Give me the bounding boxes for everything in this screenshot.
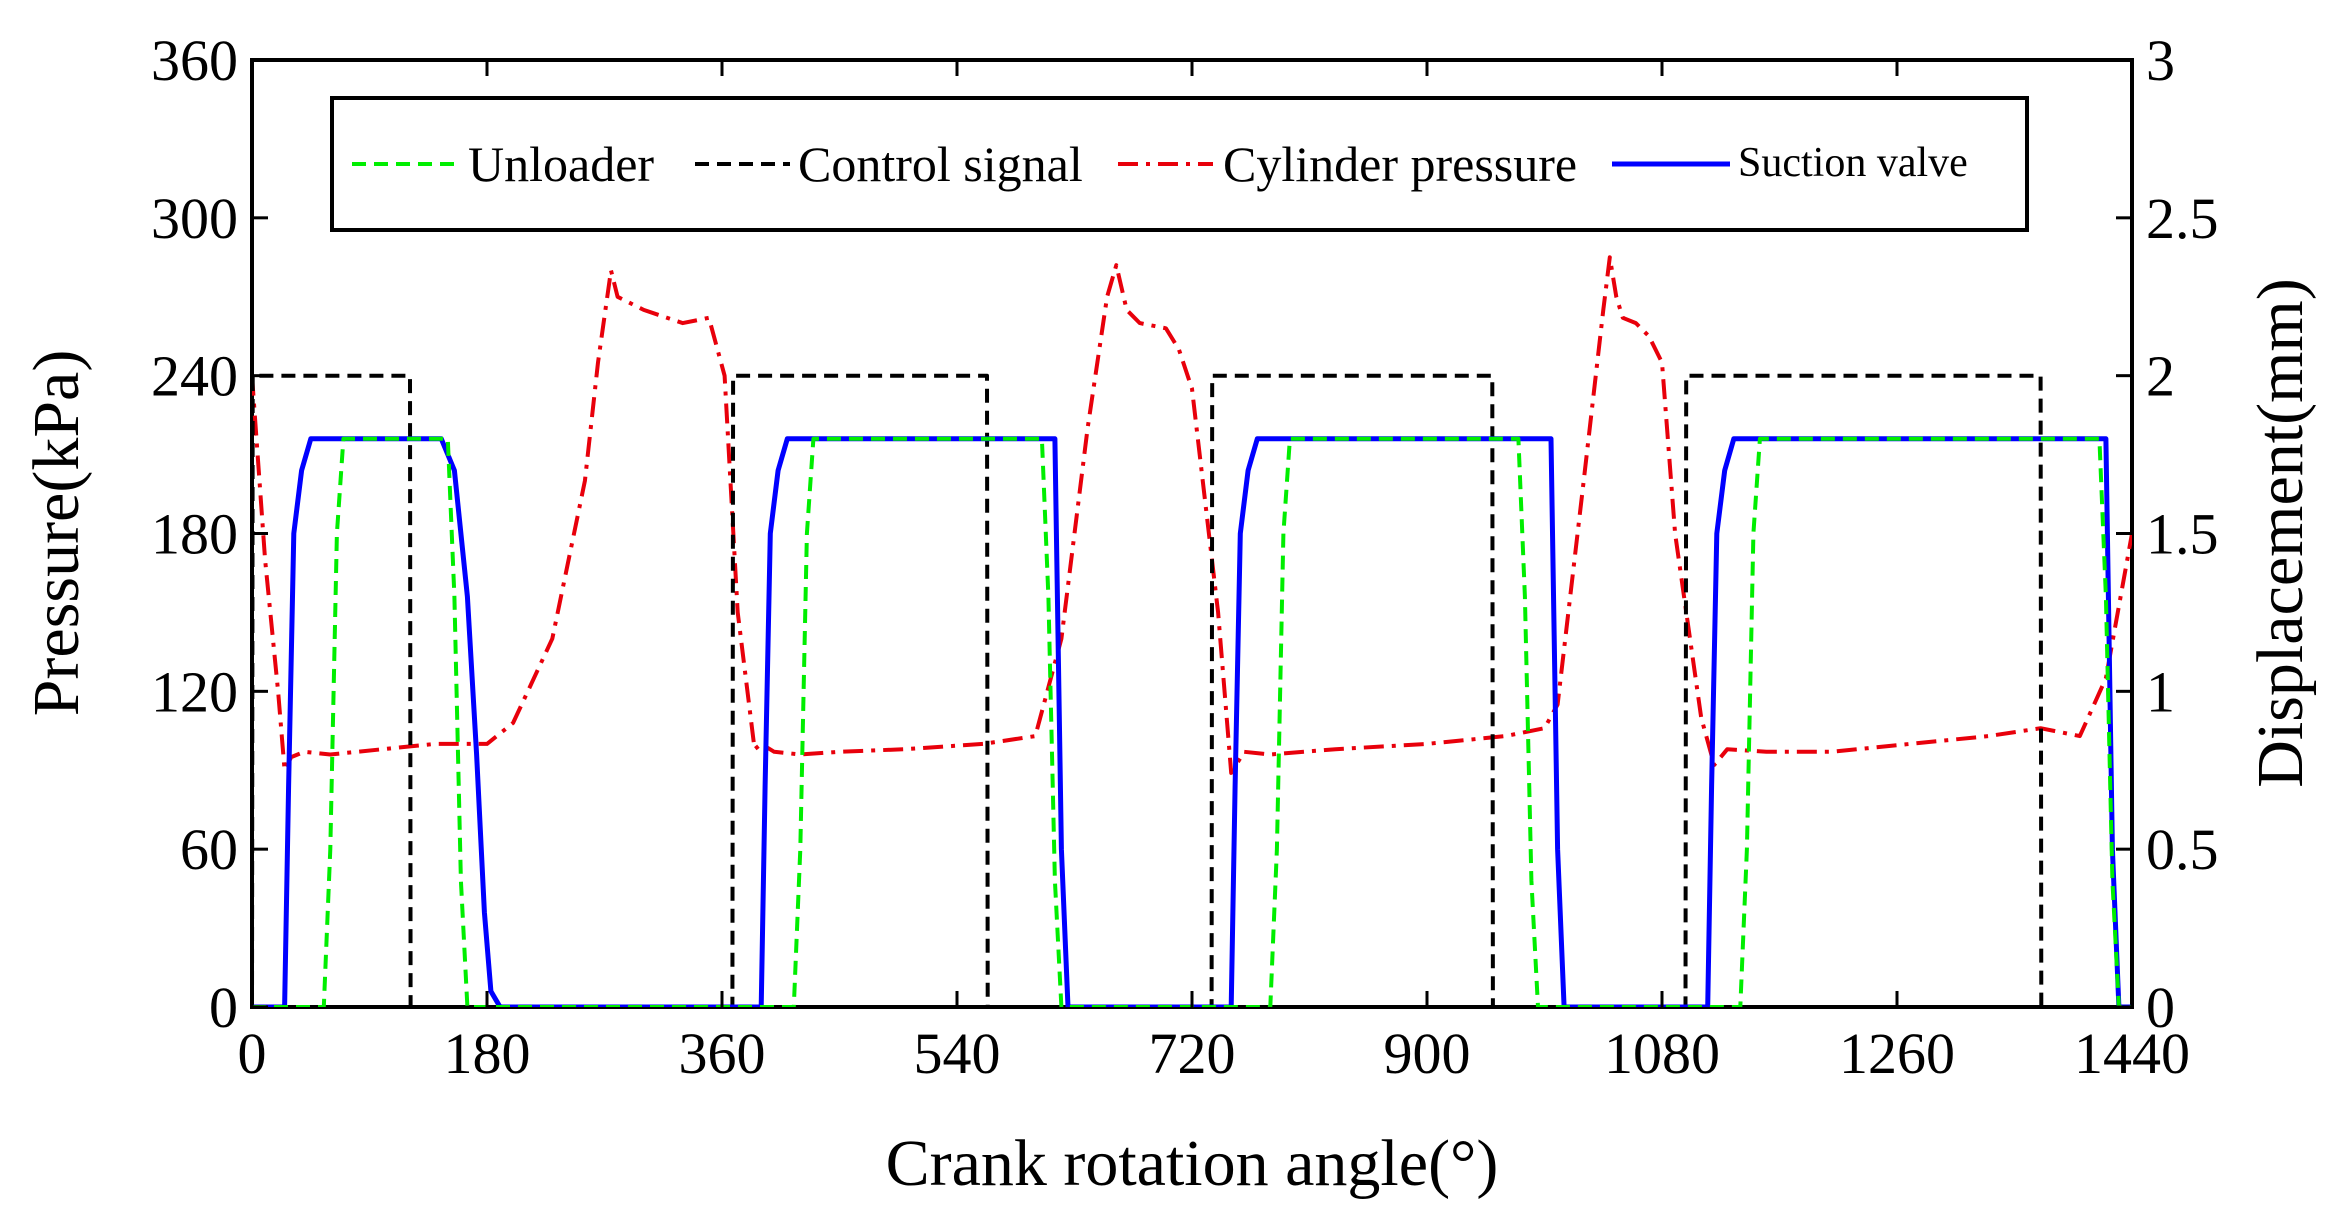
x-axis-title: Crank rotation angle(°) — [886, 1127, 1499, 1200]
y-left-tick-label: 60 — [180, 817, 238, 882]
y-left-tick-label: 300 — [151, 186, 238, 251]
y-left-tick-label: 0 — [209, 975, 238, 1040]
x-tick-label: 900 — [1384, 1021, 1471, 1086]
y-left-tick-label: 360 — [151, 28, 238, 93]
x-axis: 0 180 360 540 720 900 1080 1260 1440 — [238, 60, 2190, 1086]
y-right-tick-label: 1.5 — [2146, 502, 2219, 567]
y-axis-left-title: Pressure(kPa) — [20, 350, 93, 717]
y-right-tick-label: 3 — [2146, 28, 2175, 93]
y-axis-left: 0 60 120 180 240 300 360 — [151, 28, 268, 1040]
x-tick-label: 1080 — [1604, 1021, 1720, 1086]
x-tick-label: 720 — [1149, 1021, 1236, 1086]
y-left-tick-label: 180 — [151, 502, 238, 567]
x-tick-label: 0 — [238, 1021, 267, 1086]
y-left-tick-label: 240 — [151, 344, 238, 409]
y-axis-right-title: Displacement(mm) — [2244, 278, 2317, 788]
legend-label-unloader: Unloader — [468, 136, 654, 192]
series-line-unloader — [252, 436, 2132, 1007]
series-line-cylinder-pressure — [252, 255, 2132, 775]
y-axis-right: 0 0.5 1 1.5 2 2.5 3 — [2116, 28, 2219, 1040]
series-line-suction-valve — [252, 436, 2132, 1007]
x-tick-label: 360 — [679, 1021, 766, 1086]
x-tick-label: 540 — [914, 1021, 1001, 1086]
y-right-tick-label: 0.5 — [2146, 817, 2219, 882]
y-right-tick-label: 2.5 — [2146, 186, 2219, 251]
legend-label-control-signal: Control signal — [798, 136, 1083, 192]
legend-box — [330, 96, 2029, 232]
x-tick-label: 180 — [444, 1021, 531, 1086]
legend-label-suction-valve: Suction valve — [1738, 140, 1968, 186]
x-tick-label: 1440 — [2074, 1021, 2190, 1086]
x-tick-label: 1260 — [1839, 1021, 1955, 1086]
y-right-tick-label: 1 — [2146, 659, 2175, 724]
legend: Unloader Control signal Cylinder pressur… — [330, 96, 2029, 232]
y-right-tick-label: 2 — [2146, 344, 2175, 409]
series-line-control-signal — [252, 373, 2132, 1007]
y-right-tick-label: 0 — [2146, 975, 2175, 1040]
series-layer — [252, 255, 2132, 1007]
y-left-tick-label: 120 — [151, 659, 238, 724]
legend-label-cylinder-pressure: Cylinder pressure — [1223, 136, 1577, 192]
